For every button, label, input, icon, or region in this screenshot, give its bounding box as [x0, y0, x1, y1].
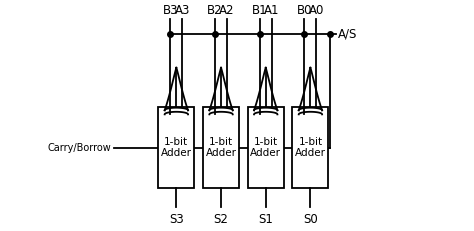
- Bar: [203, 107, 239, 188]
- Text: S1: S1: [258, 213, 273, 226]
- Text: S2: S2: [214, 213, 228, 226]
- Text: S0: S0: [303, 213, 318, 226]
- Text: 1-bit
Adder: 1-bit Adder: [250, 137, 281, 158]
- Text: B0: B0: [297, 4, 312, 17]
- Text: 1-bit
Adder: 1-bit Adder: [295, 137, 326, 158]
- Text: 1-bit
Adder: 1-bit Adder: [161, 137, 192, 158]
- Text: Carry/Borrow: Carry/Borrow: [48, 143, 111, 152]
- Bar: [247, 107, 284, 188]
- Bar: [158, 107, 194, 188]
- Text: S3: S3: [169, 213, 184, 226]
- Text: A1: A1: [264, 4, 280, 17]
- Text: A0: A0: [309, 4, 324, 17]
- Text: B1: B1: [252, 4, 267, 17]
- Text: B3: B3: [163, 4, 178, 17]
- Text: A2: A2: [219, 4, 235, 17]
- Text: B2: B2: [207, 4, 223, 17]
- Text: A3: A3: [175, 4, 190, 17]
- Text: 1-bit
Adder: 1-bit Adder: [206, 137, 237, 158]
- Bar: [292, 107, 328, 188]
- Text: A/S: A/S: [338, 27, 357, 40]
